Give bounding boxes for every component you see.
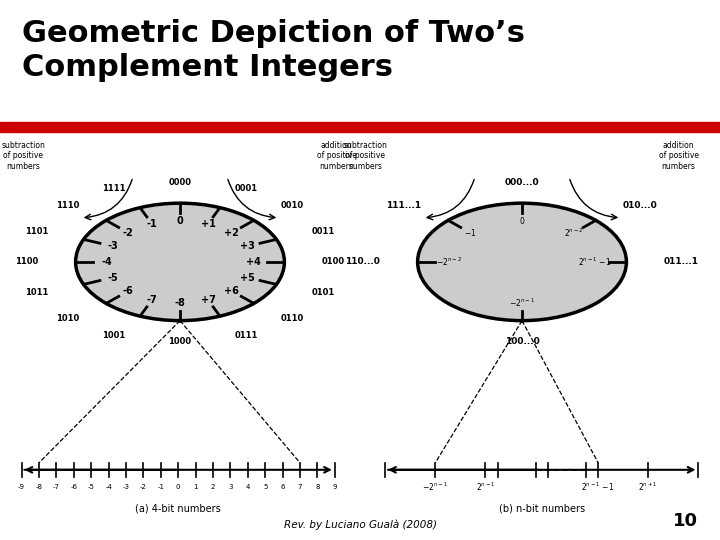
- Text: $2^{n-2}$: $2^{n-2}$: [564, 227, 583, 239]
- Text: 011...1: 011...1: [664, 258, 699, 266]
- Text: -1: -1: [157, 484, 164, 490]
- Text: +2: +2: [224, 228, 239, 238]
- Text: 0011: 0011: [311, 227, 334, 236]
- Text: 0100: 0100: [322, 258, 345, 266]
- Text: +1: +1: [201, 219, 215, 229]
- Text: -7: -7: [147, 295, 158, 305]
- Text: 2: 2: [211, 484, 215, 490]
- Text: 010...0: 010...0: [622, 201, 657, 210]
- Text: $2^{n-1}$: $2^{n-1}$: [475, 481, 495, 493]
- Ellipse shape: [418, 203, 626, 321]
- Text: subtraction
of positive
numbers: subtraction of positive numbers: [343, 141, 387, 171]
- Text: $2^{n-1}-1$: $2^{n-1}-1$: [581, 481, 615, 493]
- Text: -5: -5: [88, 484, 94, 490]
- Text: 000...0: 000...0: [505, 178, 539, 186]
- Text: 110...0: 110...0: [345, 258, 380, 266]
- Bar: [0, 122, 720, 132]
- Text: -6: -6: [71, 484, 77, 490]
- Text: 4: 4: [246, 484, 250, 490]
- Text: 0111: 0111: [234, 331, 258, 340]
- Text: subtraction
of positive
numbers: subtraction of positive numbers: [1, 141, 45, 171]
- Text: (a) 4-bit numbers: (a) 4-bit numbers: [135, 503, 221, 514]
- Text: 1101: 1101: [25, 227, 49, 236]
- Ellipse shape: [76, 203, 284, 321]
- Text: $2^{n+1}$: $2^{n+1}$: [639, 481, 658, 493]
- Text: -3: -3: [122, 484, 130, 490]
- Text: 10: 10: [673, 512, 698, 530]
- Text: -1: -1: [147, 219, 158, 229]
- Text: 111...1: 111...1: [387, 201, 422, 210]
- Text: 0: 0: [176, 484, 181, 490]
- Text: -2: -2: [140, 484, 147, 490]
- Text: -3: -3: [107, 241, 118, 251]
- Text: 1110: 1110: [56, 201, 80, 210]
- Text: -4: -4: [102, 257, 112, 267]
- Text: 1: 1: [194, 484, 198, 490]
- Text: 8: 8: [315, 484, 320, 490]
- Text: 0110: 0110: [280, 314, 304, 323]
- Text: 3: 3: [228, 484, 233, 490]
- Text: 7: 7: [298, 484, 302, 490]
- Text: $0$: $0$: [519, 215, 525, 226]
- Text: -6: -6: [123, 286, 134, 296]
- Text: 100...0: 100...0: [505, 338, 539, 346]
- Text: 5: 5: [263, 484, 267, 490]
- Text: -2: -2: [123, 228, 134, 238]
- Text: 1011: 1011: [25, 288, 49, 297]
- Text: -9: -9: [18, 484, 25, 490]
- Text: 0000: 0000: [168, 178, 192, 186]
- Text: addition
of positive
numbers: addition of positive numbers: [659, 141, 698, 171]
- Text: +7: +7: [201, 295, 215, 305]
- Text: $-2^{n-1}$: $-2^{n-1}$: [422, 481, 449, 493]
- Text: 0: 0: [176, 216, 184, 226]
- Text: -4: -4: [105, 484, 112, 490]
- Text: 1100: 1100: [15, 258, 38, 266]
- Text: +4: +4: [246, 257, 261, 267]
- Text: 1001: 1001: [102, 331, 126, 340]
- Text: addition
of positive
numbers: addition of positive numbers: [317, 141, 356, 171]
- Text: 1010: 1010: [56, 314, 80, 323]
- Text: Geometric Depiction of Two’s
Complement Integers: Geometric Depiction of Two’s Complement …: [22, 19, 525, 82]
- Text: Rev. by Luciano Gualà (2008): Rev. by Luciano Gualà (2008): [284, 520, 436, 530]
- Text: +5: +5: [240, 273, 255, 282]
- Text: $-1$: $-1$: [464, 227, 477, 238]
- Text: 1000: 1000: [168, 338, 192, 346]
- Text: $-2^{n-2}$: $-2^{n-2}$: [436, 256, 462, 268]
- Text: 1111: 1111: [102, 184, 126, 193]
- Text: -5: -5: [107, 273, 118, 282]
- Text: $-2^{n-1}$: $-2^{n-1}$: [509, 297, 535, 309]
- Text: $2^{n-1}-1$: $2^{n-1}-1$: [578, 256, 612, 268]
- Text: 0101: 0101: [311, 288, 334, 297]
- Text: 0001: 0001: [234, 184, 258, 193]
- Text: 6: 6: [280, 484, 285, 490]
- Text: -7: -7: [53, 484, 60, 490]
- Text: (b) n-bit numbers: (b) n-bit numbers: [499, 503, 585, 514]
- Text: -8: -8: [174, 298, 186, 308]
- Text: -8: -8: [35, 484, 42, 490]
- Text: 0010: 0010: [280, 201, 304, 210]
- Text: +3: +3: [240, 241, 255, 251]
- Text: 9: 9: [333, 484, 337, 490]
- Text: +6: +6: [224, 286, 239, 296]
